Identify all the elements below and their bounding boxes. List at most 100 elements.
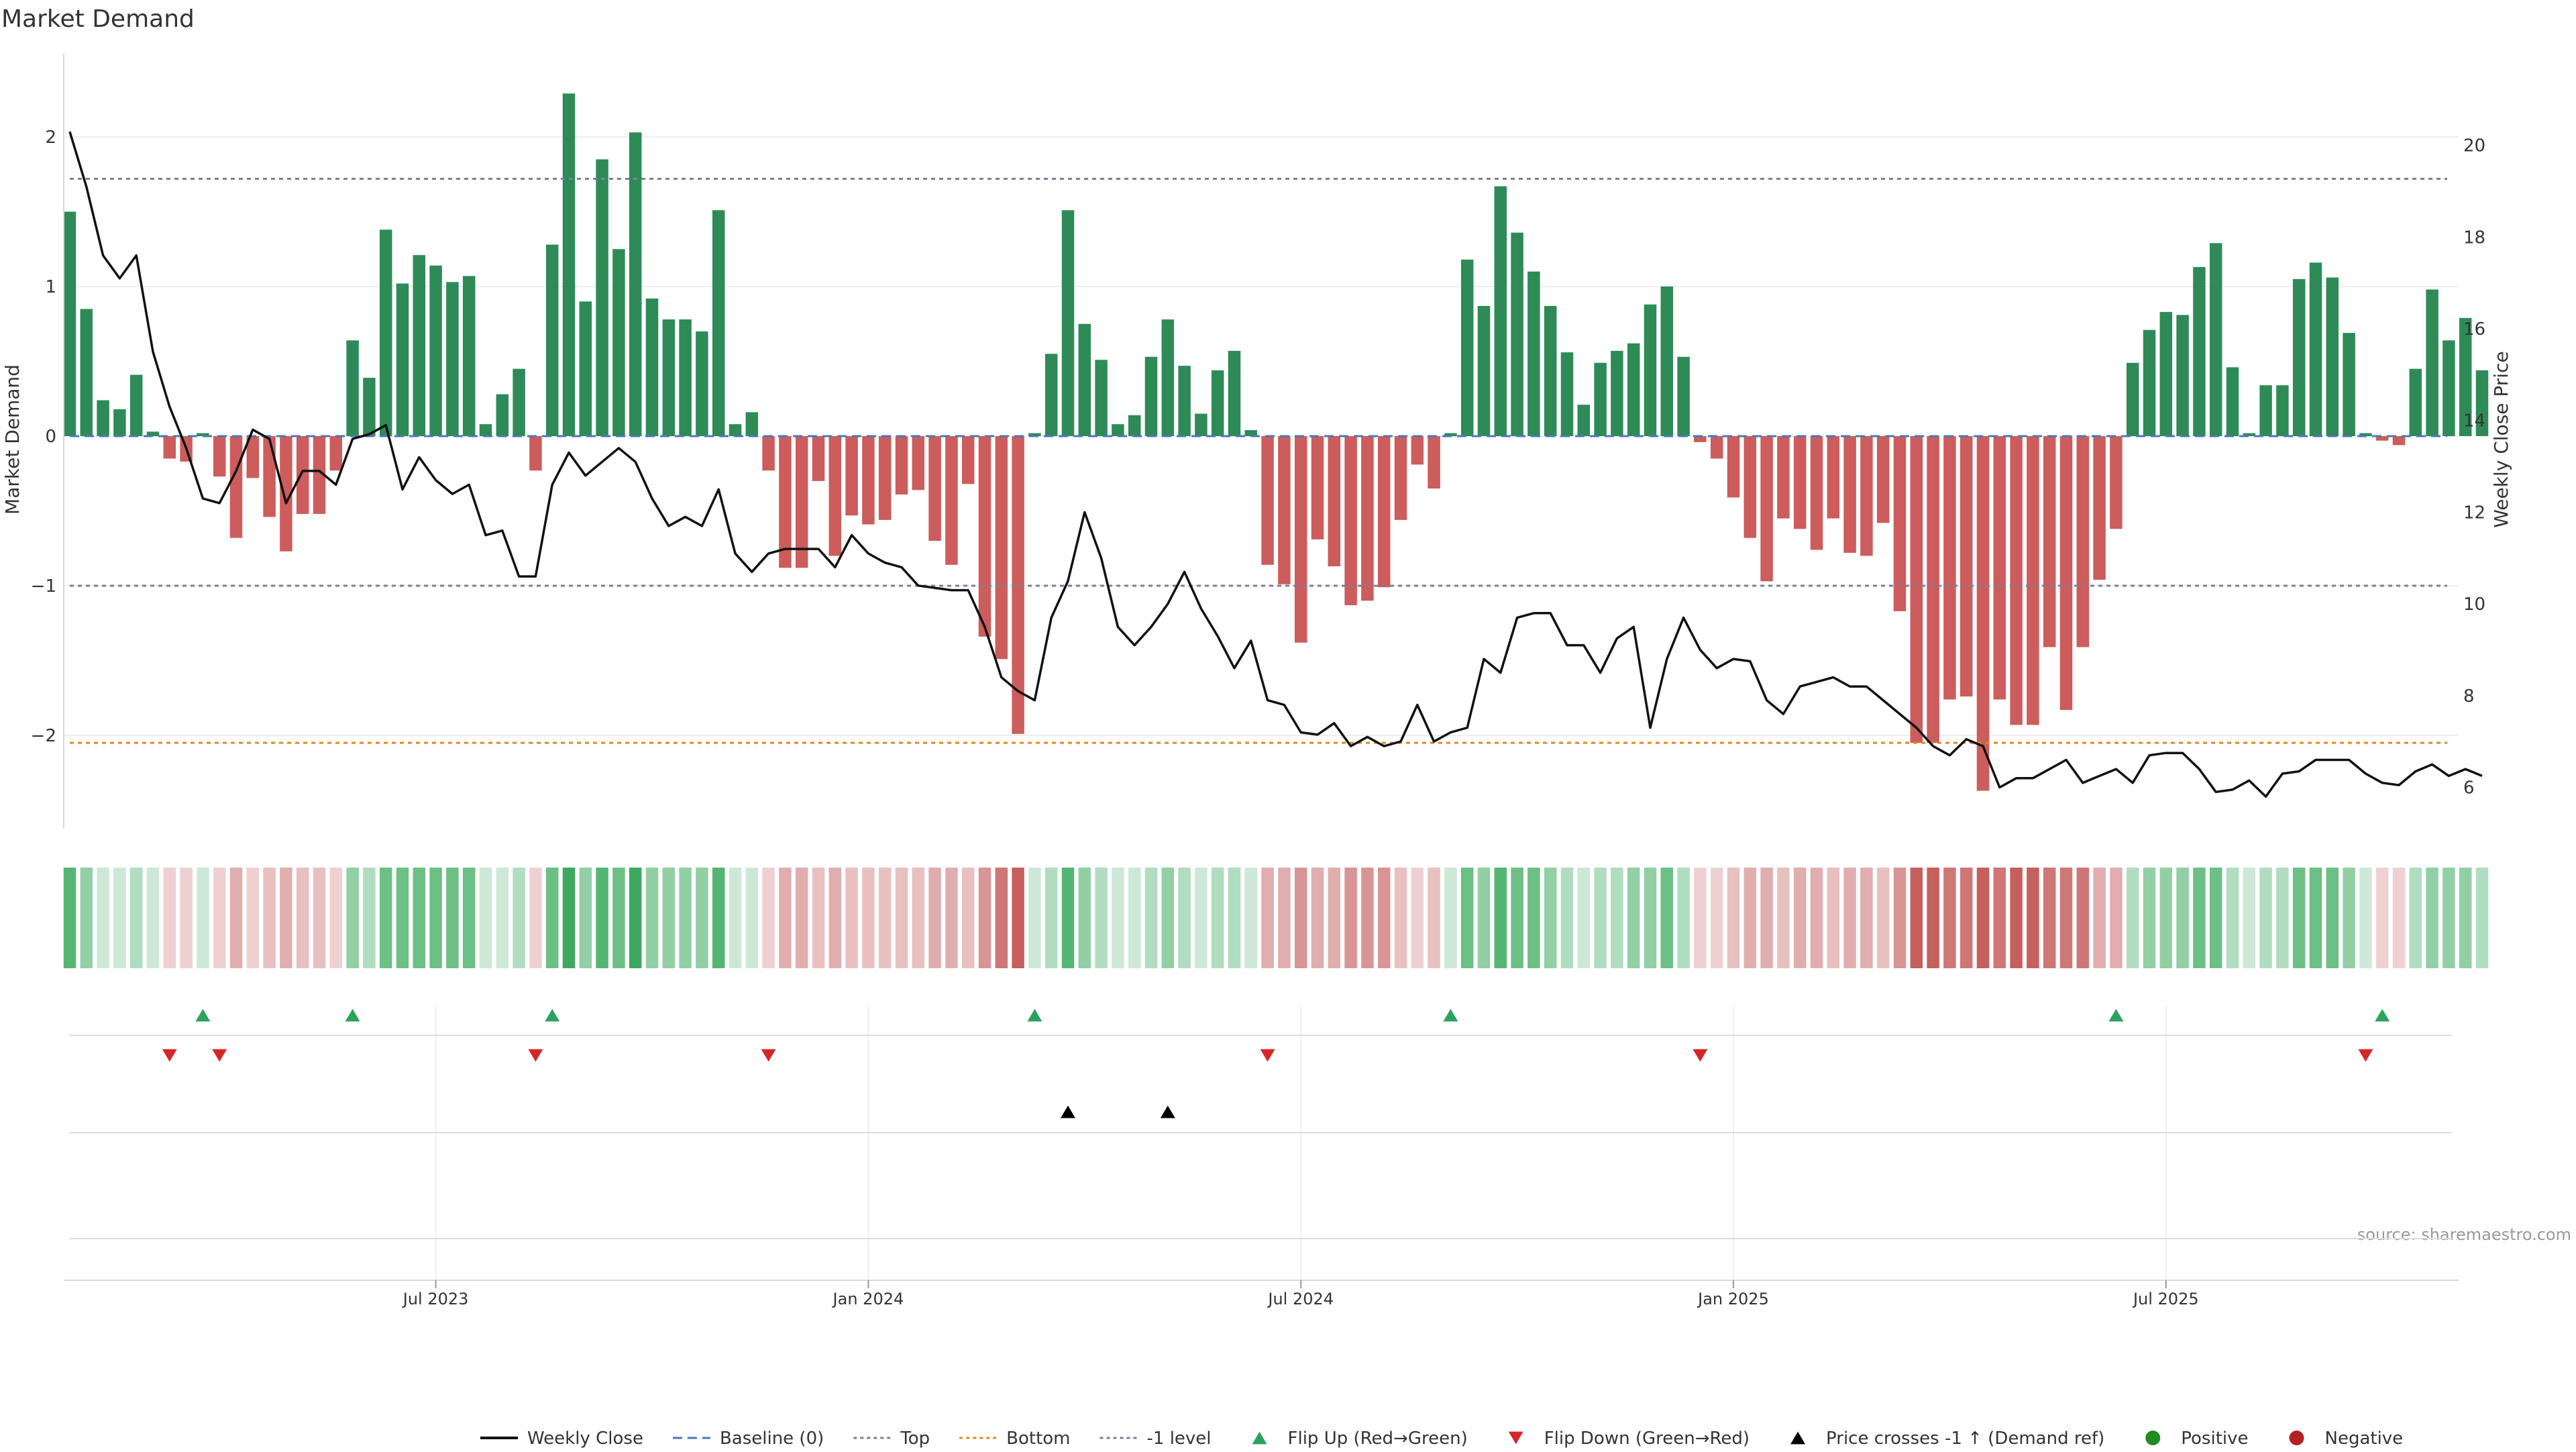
- heat-cell: [1095, 868, 1108, 968]
- heat-cell: [129, 868, 143, 968]
- demand-bar: [113, 409, 126, 436]
- demand-bar: [1594, 362, 1607, 436]
- demand-bar: [2143, 329, 2156, 436]
- heat-cell: [2443, 868, 2455, 968]
- demand-bar: [1261, 436, 1274, 565]
- demand-bar: [1943, 436, 1956, 700]
- demand-bar: [1627, 343, 1640, 436]
- legend-label: Bottom: [1006, 1429, 1070, 1449]
- x-tick-label: Jul 2023: [402, 1290, 469, 1308]
- demand-bar: [545, 244, 559, 436]
- demand-bar: [1078, 323, 1091, 436]
- demand-bar: [396, 283, 409, 436]
- demand-bar: [1361, 436, 1374, 601]
- legend-label: Weekly Close: [527, 1429, 643, 1449]
- heat-cell: [1261, 868, 1274, 968]
- source-label: source: sharemaestro.com: [2357, 1225, 2571, 1244]
- heat-cell: [645, 868, 659, 968]
- demand-bar: [329, 436, 343, 471]
- demand-bar: [1611, 350, 1623, 436]
- legend: Weekly Close Baseline (0) Top Bottom -1 leve…: [480, 1429, 2403, 1449]
- demand-bar: [2110, 436, 2123, 529]
- demand-bar: [462, 276, 476, 436]
- heat-cell: [696, 868, 708, 968]
- legend-item: Positive: [2145, 1429, 2249, 1449]
- heat-cell: [779, 868, 792, 968]
- legend-item: -1 level: [1099, 1429, 1212, 1449]
- demand-bar: [1161, 319, 1175, 436]
- demand-bar: [1112, 424, 1124, 436]
- x-tick-label: Jan 2024: [832, 1290, 904, 1308]
- demand-bar: [1460, 259, 1474, 436]
- y2-tick-label: 14: [2463, 411, 2485, 431]
- heat-cell: [1294, 868, 1307, 968]
- heat-cell: [1777, 868, 1790, 968]
- y2-tick-label: 12: [2463, 503, 2485, 523]
- demand-bar: [1012, 436, 1024, 734]
- demand-bar: [2076, 436, 2090, 647]
- demand-bar: [2093, 436, 2106, 580]
- demand-bar: [496, 394, 509, 436]
- legend-label: Flip Up (Red→Green): [1288, 1429, 1468, 1449]
- demand-bar: [745, 412, 759, 436]
- demand-bar: [63, 211, 76, 436]
- demand-bar: [146, 431, 160, 436]
- heat-cell: [1477, 868, 1491, 968]
- demand-bar: [1876, 436, 1890, 523]
- demand-bar: [1128, 415, 1141, 436]
- heat-cell: [2193, 868, 2206, 968]
- demand-bar: [1960, 436, 1973, 697]
- heat-cell: [1611, 868, 1623, 968]
- demand-bar: [2059, 436, 2073, 711]
- heat-cell: [1494, 868, 1507, 968]
- heat-cell: [2292, 868, 2306, 968]
- heat-cell: [1278, 868, 1291, 968]
- demand-bar: [479, 424, 492, 436]
- demand-bar: [1976, 436, 1990, 791]
- legend-item: Price crosses -1 ↑ (Demand ref): [1790, 1429, 2104, 1449]
- demand-bar: [928, 436, 941, 541]
- demand-bar: [1644, 304, 1657, 436]
- heat-cell: [462, 868, 476, 968]
- heat-cell: [1544, 868, 1557, 968]
- legend-label: Positive: [2181, 1429, 2248, 1449]
- heat-cell: [745, 868, 759, 968]
- legend-label: Price crosses -1 ↑ (Demand ref): [1826, 1429, 2104, 1449]
- flip-down-marker: [212, 1049, 227, 1062]
- demand-bar: [229, 436, 243, 538]
- heat-cell: [828, 868, 842, 968]
- heat-cell: [2475, 868, 2489, 968]
- y2-tick-label: 16: [2463, 319, 2485, 340]
- demand-bar: [2159, 311, 2173, 436]
- legend-label: Flip Down (Green→Red): [1544, 1429, 1750, 1449]
- heat-cell: [2093, 868, 2106, 968]
- heat-cell: [1394, 868, 1407, 968]
- demand-bar: [263, 436, 276, 517]
- legend-item: Weekly Close: [480, 1429, 643, 1449]
- demand-bar: [513, 368, 525, 436]
- demand-bar: [1511, 232, 1523, 436]
- legend-swatch-triangle-down: [1508, 1431, 1523, 1445]
- demand-bar: [80, 309, 93, 436]
- demand-bar: [197, 433, 209, 436]
- demand-bar: [2343, 333, 2355, 436]
- y-tick-label: 0: [45, 427, 56, 447]
- demand-bar: [1278, 436, 1291, 584]
- demand-bar: [862, 436, 875, 525]
- heat-cell: [163, 868, 176, 968]
- demand-bar: [1095, 360, 1108, 436]
- demand-bar: [2292, 278, 2306, 436]
- heat-cell: [363, 868, 376, 968]
- heat-cell: [2276, 868, 2289, 968]
- demand-bar: [828, 436, 842, 556]
- heat-cell: [446, 868, 459, 968]
- heat-cell: [1361, 868, 1374, 968]
- flip-down-marker: [162, 1049, 177, 1062]
- heat-cell: [1876, 868, 1890, 968]
- demand-bar: [645, 298, 659, 436]
- demand-bar: [1328, 436, 1341, 567]
- heat-cell: [895, 868, 908, 968]
- heat-cell: [1960, 868, 1973, 968]
- price-cross-marker: [1061, 1105, 1075, 1119]
